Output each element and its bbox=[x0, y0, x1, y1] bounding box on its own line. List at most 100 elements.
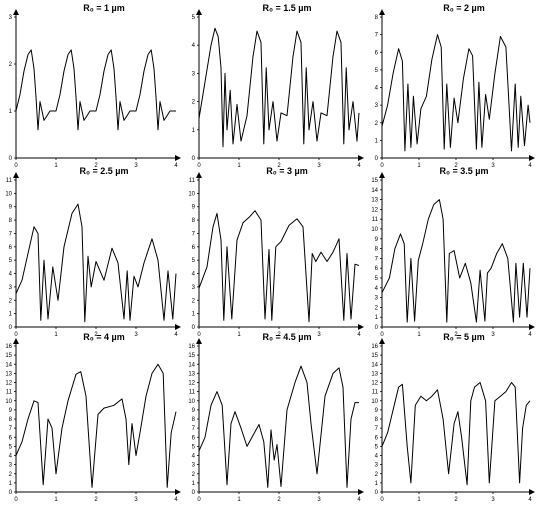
y-tick-label: 0 bbox=[192, 325, 196, 331]
y-tick-label: 11 bbox=[372, 217, 379, 223]
y-tick-label: 1 bbox=[9, 109, 13, 115]
y-tick-label: 9 bbox=[375, 237, 379, 243]
y-tick-label: 13 bbox=[371, 371, 378, 377]
y-tick-label: 0 bbox=[192, 156, 196, 162]
x-axis-arrow bbox=[175, 155, 181, 161]
y-tick-label: 6 bbox=[375, 266, 379, 272]
y-tick-label: 15 bbox=[371, 353, 378, 359]
y-tick-label: 12 bbox=[371, 207, 378, 213]
x-tick-label: 3 bbox=[491, 163, 495, 169]
y-axis-arrow bbox=[196, 172, 202, 178]
x-tick-label: 3 bbox=[134, 163, 138, 169]
y-tick-label: 7 bbox=[375, 256, 379, 262]
panel-title: R₀ = 3.5 µm bbox=[439, 166, 488, 176]
y-tick-label: 3 bbox=[375, 103, 379, 109]
y-tick-label: 14 bbox=[188, 362, 195, 368]
y-tick-label: 6 bbox=[375, 50, 379, 56]
x-tick-label: 4 bbox=[528, 163, 532, 169]
y-tick-label: 0 bbox=[9, 490, 13, 496]
y-tick-label: 7 bbox=[9, 426, 13, 432]
y-tick-label: 10 bbox=[371, 399, 378, 405]
y-tick-label: 0 bbox=[192, 490, 196, 496]
x-tick-label: 2 bbox=[94, 497, 98, 503]
y-tick-label: 2 bbox=[192, 100, 196, 106]
y-tick-label: 8 bbox=[192, 218, 196, 224]
x-tick-label: 0 bbox=[14, 497, 18, 503]
y-tick-label: 2 bbox=[192, 298, 196, 304]
y-tick-label: 8 bbox=[375, 417, 379, 423]
x-axis-arrow bbox=[175, 489, 181, 495]
y-tick-label: 15 bbox=[371, 178, 378, 184]
x-axis-arrow bbox=[358, 489, 364, 495]
x-tick-label: 4 bbox=[528, 332, 532, 338]
y-tick-label: 1 bbox=[192, 481, 196, 487]
y-tick-label: 0 bbox=[9, 325, 13, 331]
y-tick-label: 11 bbox=[372, 390, 379, 396]
y-tick-label: 1 bbox=[192, 312, 196, 318]
y-tick-label: 2 bbox=[375, 305, 379, 311]
y-axis-arrow bbox=[379, 9, 385, 15]
y-tick-label: 8 bbox=[9, 417, 13, 423]
y-tick-label: 3 bbox=[192, 463, 196, 469]
y-tick-label: 4 bbox=[9, 454, 13, 460]
x-tick-label: 0 bbox=[380, 163, 384, 169]
panel-title: R₀ = 1 µm bbox=[83, 3, 125, 13]
series-line-1 bbox=[15, 363, 177, 488]
series-line-1 bbox=[198, 27, 360, 148]
x-tick-label: 0 bbox=[380, 332, 384, 338]
x-tick-label: 3 bbox=[317, 163, 321, 169]
y-tick-label: 5 bbox=[375, 276, 379, 282]
y-tick-label: 4 bbox=[192, 454, 196, 460]
y-tick-label: 15 bbox=[188, 353, 195, 359]
x-tick-label: 0 bbox=[197, 497, 201, 503]
y-tick-label: 2 bbox=[192, 472, 196, 478]
y-tick-label: 10 bbox=[5, 191, 12, 197]
y-tick-label: 3 bbox=[192, 285, 196, 291]
x-tick-label: 1 bbox=[417, 332, 421, 338]
y-tick-label: 7 bbox=[9, 231, 13, 237]
y-tick-label: 9 bbox=[375, 408, 379, 414]
panel-title: R₀ = 5 µm bbox=[443, 332, 485, 342]
x-tick-label: 1 bbox=[237, 332, 241, 338]
y-tick-label: 0 bbox=[375, 156, 379, 162]
y-tick-label: 7 bbox=[192, 426, 196, 432]
y-tick-label: 13 bbox=[371, 198, 378, 204]
y-tick-label: 4 bbox=[9, 272, 13, 278]
panel-1: R₀ = 1 µm 0 1 2 3 4 0 1 2 3 bbox=[9, 3, 181, 169]
y-tick-label: 14 bbox=[371, 188, 378, 194]
y-tick-label: 8 bbox=[375, 15, 379, 21]
x-tick-label: 1 bbox=[237, 497, 241, 503]
y-tick-label: 16 bbox=[5, 344, 12, 350]
x-axis-arrow bbox=[175, 324, 181, 330]
y-tick-label: 3 bbox=[375, 296, 379, 302]
y-tick-label: 0 bbox=[9, 156, 13, 162]
x-tick-label: 1 bbox=[417, 163, 421, 169]
y-tick-label: 1 bbox=[9, 312, 13, 318]
x-tick-label: 2 bbox=[277, 497, 281, 503]
y-tick-label: 7 bbox=[375, 33, 379, 39]
y-tick-label: 11 bbox=[6, 390, 13, 396]
series-line-1 bbox=[15, 49, 176, 131]
y-tick-label: 5 bbox=[192, 444, 196, 450]
y-tick-label: 12 bbox=[188, 381, 195, 387]
y-tick-label: 2 bbox=[9, 62, 13, 68]
x-tick-label: 4 bbox=[174, 497, 178, 503]
y-tick-label: 15 bbox=[5, 353, 12, 359]
y-tick-label: 5 bbox=[9, 444, 13, 450]
x-tick-label: 3 bbox=[317, 497, 321, 503]
x-tick-label: 1 bbox=[54, 332, 58, 338]
series-line-1 bbox=[198, 210, 360, 323]
y-tick-label: 10 bbox=[188, 399, 195, 405]
x-axis-arrow bbox=[358, 155, 364, 161]
x-tick-label: 4 bbox=[528, 497, 532, 503]
y-tick-label: 1 bbox=[192, 128, 196, 134]
y-tick-label: 1 bbox=[9, 481, 13, 487]
x-tick-label: 2 bbox=[277, 163, 281, 169]
x-tick-label: 2 bbox=[94, 332, 98, 338]
x-tick-label: 2 bbox=[94, 163, 98, 169]
y-tick-label: 6 bbox=[9, 435, 13, 441]
